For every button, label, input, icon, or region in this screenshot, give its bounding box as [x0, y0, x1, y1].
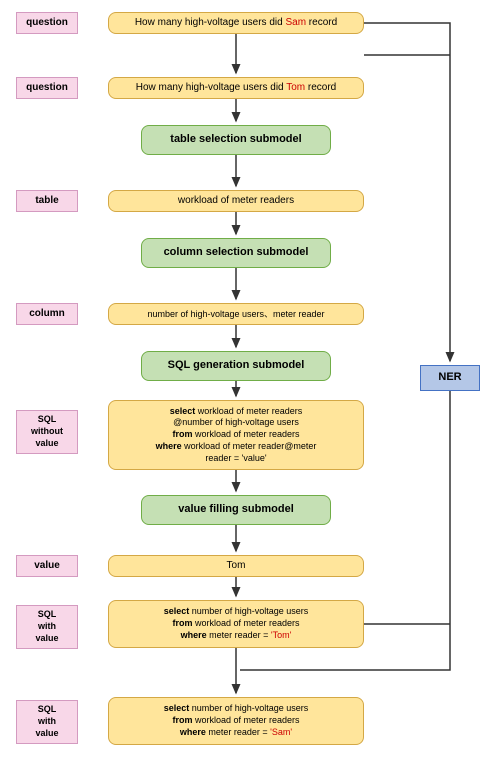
q2-text: How many high-voltage users did Tom reco… [136, 82, 336, 94]
question1-box: How many high-voltage users did Sam reco… [108, 12, 364, 34]
sql-with-value2-box: select number of high-voltage users from… [108, 697, 364, 745]
label-sql-with2: SQLwithvalue [16, 700, 78, 744]
table-value-box: workload of meter readers [108, 190, 364, 212]
label-sql-with1: SQLwithvalue [16, 605, 78, 649]
ner-box: NER [420, 365, 480, 391]
label-column: column [16, 303, 78, 325]
table-selection-submodel: table selection submodel [141, 125, 331, 155]
label-question2: question [16, 77, 78, 99]
value-filling-submodel: value filling submodel [141, 495, 331, 525]
q1-text: How many high-voltage users did Sam reco… [135, 17, 337, 29]
label-question1: question [16, 12, 78, 34]
value-box: Tom [108, 555, 364, 577]
column-value-box: number of high-voltage users、meter reade… [108, 303, 364, 325]
question2-box: How many high-voltage users did Tom reco… [108, 77, 364, 99]
sql-generation-submodel: SQL generation submodel [141, 351, 331, 381]
column-selection-submodel: column selection submodel [141, 238, 331, 268]
label-value: value [16, 555, 78, 577]
sql-without-value-box: select workload of meter readers @number… [108, 400, 364, 470]
sql-with-value1-box: select number of high-voltage users from… [108, 600, 364, 648]
label-sql-without: SQLwithoutvalue [16, 410, 78, 454]
label-table: table [16, 190, 78, 212]
